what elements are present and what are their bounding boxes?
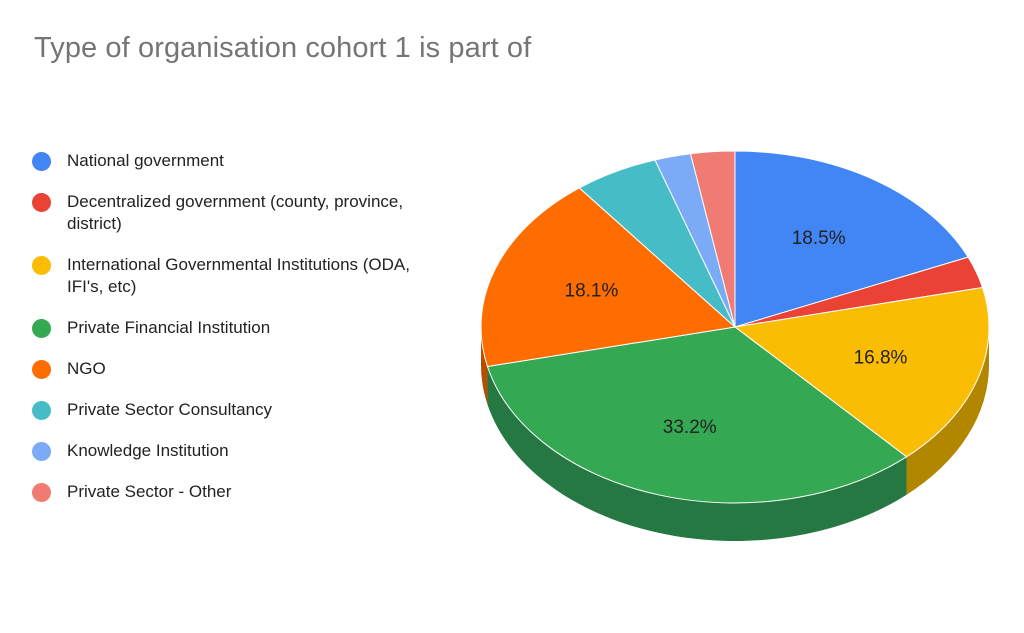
legend-swatch [32, 401, 51, 420]
legend-swatch [32, 483, 51, 502]
pie-slice-side [481, 327, 488, 405]
legend-item[interactable]: International Governmental Institutions … [32, 254, 452, 298]
legend-label: Private Sector - Other [67, 482, 232, 501]
legend-label: Decentralized government (county, provin… [67, 192, 404, 233]
slice-data-label: 18.1% [565, 281, 619, 302]
legend-label: NGO [67, 359, 106, 378]
pie-slice[interactable] [689, 150, 736, 328]
pie-slice-side [906, 327, 989, 495]
legend-item[interactable]: Knowledge Institution [32, 440, 452, 462]
legend-swatch [32, 193, 51, 212]
legend-item[interactable]: Private Sector - Other [32, 481, 452, 503]
legend-swatch [32, 152, 51, 171]
legend-swatch [32, 256, 51, 275]
legend-item[interactable]: Private Sector Consultancy [32, 399, 452, 421]
pie-slice[interactable] [734, 150, 969, 328]
legend-label: Private Sector Consultancy [67, 400, 273, 419]
legend-item[interactable]: Decentralized government (county, provin… [32, 191, 452, 235]
legend-swatch [32, 442, 51, 461]
pie-top-group [480, 150, 990, 504]
legend-item[interactable]: National government [32, 150, 452, 172]
chart-title: Type of organisation cohort 1 is part of [34, 32, 532, 64]
legend-item[interactable]: Private Financial Institution [32, 317, 452, 339]
legend-label: International Governmental Institutions … [67, 255, 410, 296]
chart-legend: National government Decentralized governm… [32, 150, 452, 522]
pie-side-group [481, 327, 989, 541]
pie-slice[interactable] [733, 286, 990, 458]
pie-slice[interactable] [486, 326, 908, 504]
pie-slice[interactable] [480, 187, 737, 368]
pie-slice-side [487, 366, 907, 541]
legend-swatch [32, 319, 51, 338]
legend-label: Knowledge Institution [67, 441, 229, 460]
legend-item[interactable]: NGO [32, 358, 452, 380]
legend-swatch [32, 360, 51, 379]
legend-label: National government [67, 151, 224, 170]
slice-data-label: 18.5% [792, 228, 846, 249]
legend-label: Private Financial Institution [67, 318, 271, 337]
slice-data-label: 16.8% [854, 347, 908, 368]
slice-data-label: 33.2% [663, 417, 717, 438]
